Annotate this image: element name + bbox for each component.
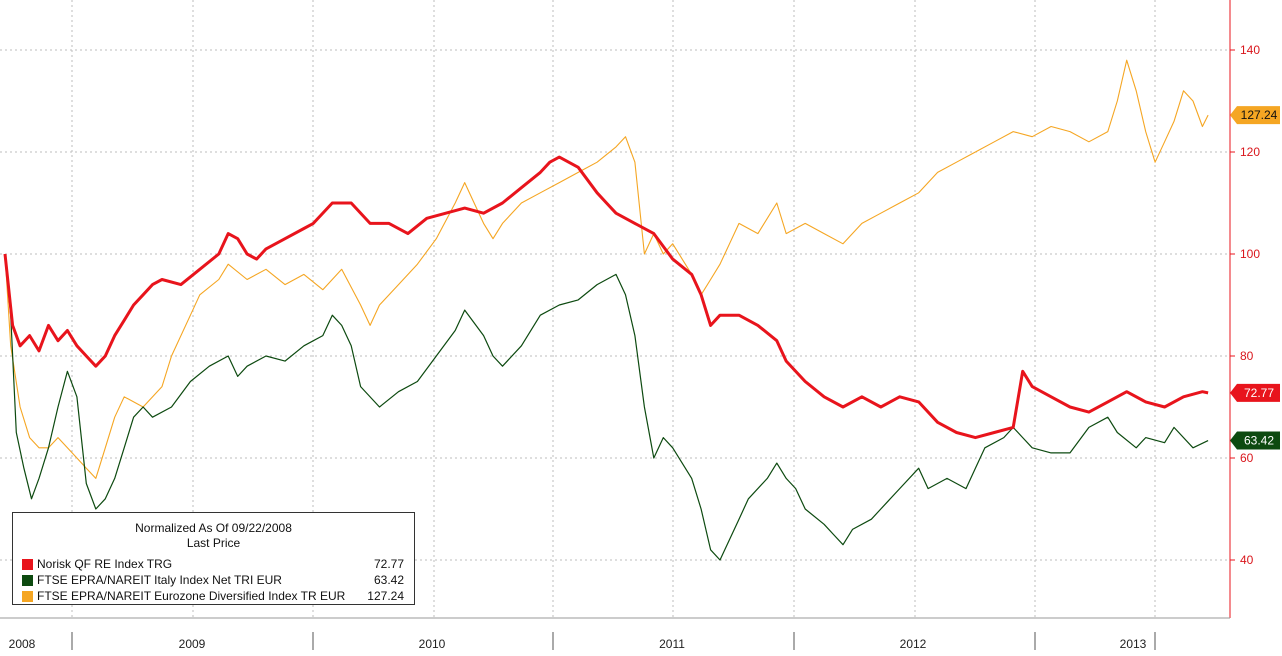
legend-value: 63.42 <box>373 573 404 587</box>
x-tick-label: 2010 <box>419 637 446 651</box>
last-price-tag <box>1230 106 1280 125</box>
y-tick-label: 40 <box>1240 553 1254 567</box>
legend-item-eurozone: FTSE EPRA/NAREIT Eurozone Diversified In… <box>13 588 414 604</box>
series-line <box>3 155 1209 440</box>
legend-label: Norisk QF RE Index TRG <box>37 557 173 571</box>
legend-label: FTSE EPRA/NAREIT Italy Index Net TRI EUR <box>37 573 282 587</box>
x-tick-label: 2011 <box>659 637 685 651</box>
last-price-label: 72.77 <box>1244 386 1274 400</box>
series-lines <box>3 59 1209 561</box>
legend-swatch <box>22 559 33 570</box>
legend-value: 127.24 <box>367 589 404 603</box>
x-tick-label: 2013 <box>1120 637 1147 651</box>
legend-label: FTSE EPRA/NAREIT Eurozone Diversified In… <box>37 589 346 603</box>
legend-value: 72.77 <box>373 557 404 571</box>
series-line <box>4 253 1209 561</box>
last-price-tag <box>1230 431 1280 450</box>
y-tick-label: 60 <box>1240 451 1254 465</box>
legend-swatch <box>22 591 33 602</box>
y-tick-label: 100 <box>1240 247 1260 261</box>
x-tick-label: 2008 <box>9 637 36 651</box>
x-tick-label: 2009 <box>179 637 206 651</box>
x-tick-labels: 2008 2009 2010 2011 2012 2013 <box>9 632 1156 651</box>
legend-swatch <box>22 575 33 586</box>
series-line <box>4 59 1209 479</box>
legend-title: Normalized As Of 09/22/2008 <box>135 521 292 535</box>
y-tick-labels: 40 60 80 100 120 140 <box>1230 43 1260 567</box>
y-tick-label: 120 <box>1240 145 1260 159</box>
last-price-label: 127.24 <box>1241 108 1278 122</box>
legend: Normalized As Of 09/22/2008 Last Price N… <box>12 512 415 605</box>
y-tick-label: 140 <box>1240 43 1260 57</box>
last-price-tags: 72.77 63.42 127.24 <box>1230 106 1280 450</box>
legend-item-italy: FTSE EPRA/NAREIT Italy Index Net TRI EUR… <box>13 572 414 588</box>
legend-subtitle: Last Price <box>186 536 241 550</box>
last-price-label: 63.42 <box>1244 434 1274 448</box>
grid-lines <box>0 0 1230 618</box>
legend-item-norisk: Norisk QF RE Index TRG 72.77 <box>13 556 414 572</box>
y-tick-label: 80 <box>1240 349 1254 363</box>
x-tick-label: 2012 <box>900 637 927 651</box>
last-price-tag <box>1230 383 1280 402</box>
